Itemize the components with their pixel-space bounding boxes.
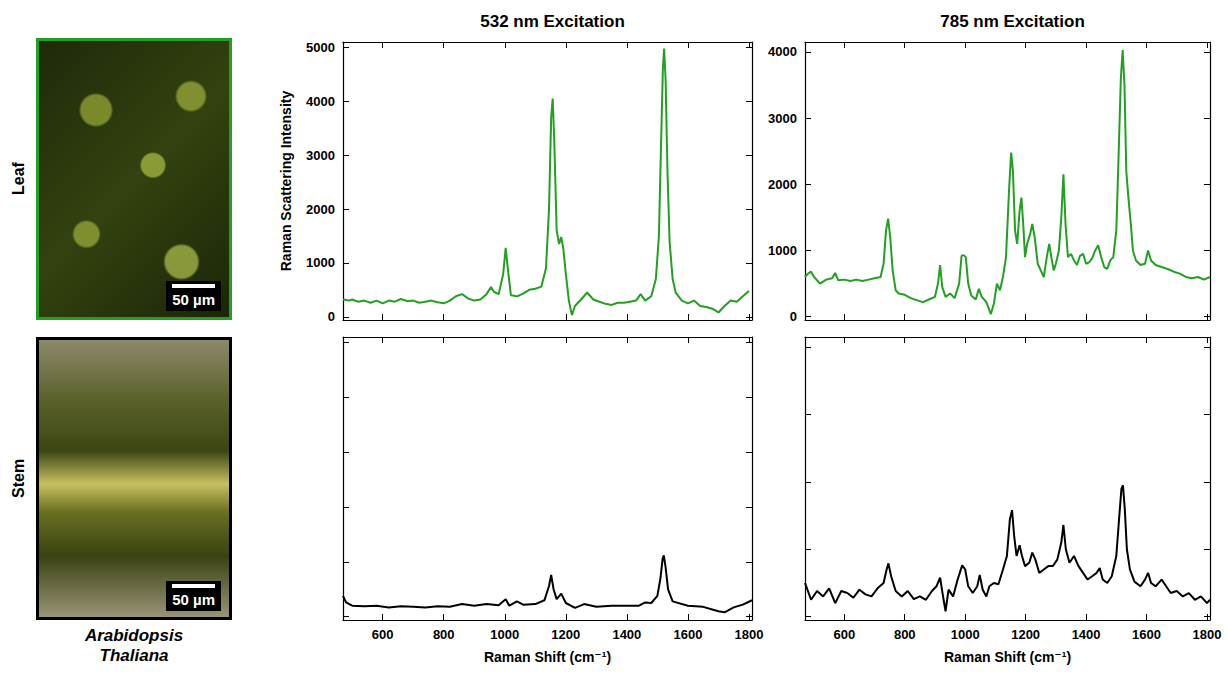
svg-text:1200: 1200 <box>1011 627 1040 642</box>
svg-text:1600: 1600 <box>673 627 702 642</box>
svg-text:2000: 2000 <box>306 202 335 217</box>
svg-text:600: 600 <box>833 627 855 642</box>
svg-text:800: 800 <box>433 627 455 642</box>
html-text:50 µm: 50 µm <box>172 291 215 308</box>
svg-text:Raman Shift (cm⁻¹): Raman Shift (cm⁻¹) <box>944 649 1071 665</box>
svg-text:0: 0 <box>328 309 335 324</box>
svg-text:3000: 3000 <box>768 111 797 126</box>
html-text:Leaf: Leaf <box>10 162 27 196</box>
svg-text:0: 0 <box>790 309 797 324</box>
svg-text:1000: 1000 <box>306 255 335 270</box>
svg-text:785 nm Excitation: 785 nm Excitation <box>940 12 1085 31</box>
svg-text:4000: 4000 <box>768 44 797 59</box>
svg-text:1000: 1000 <box>768 243 797 258</box>
svg-text:Raman Scattering Intensity: Raman Scattering Intensity <box>278 91 294 272</box>
html-text:Arabidopsis Thaliana: Arabidopsis Thaliana <box>84 626 184 665</box>
svg-text:800: 800 <box>894 627 916 642</box>
svg-text:1200: 1200 <box>551 627 580 642</box>
svg-text:1000: 1000 <box>490 627 519 642</box>
svg-text:1600: 1600 <box>1132 627 1161 642</box>
html-text:Stem: Stem <box>10 458 27 499</box>
svg-text:5000: 5000 <box>306 40 335 55</box>
svg-text:Raman Shift (cm⁻¹): Raman Shift (cm⁻¹) <box>484 649 611 665</box>
svg-text:3000: 3000 <box>306 148 335 163</box>
svg-text:4000: 4000 <box>306 94 335 109</box>
svg-text:1800: 1800 <box>1193 627 1222 642</box>
svg-text:1400: 1400 <box>612 627 641 642</box>
svg-text:600: 600 <box>372 627 394 642</box>
svg-text:1800: 1800 <box>734 627 763 642</box>
svg-text:532 nm Excitation: 532 nm Excitation <box>480 12 625 31</box>
svg-text:1400: 1400 <box>1072 627 1101 642</box>
html-text:50 µm: 50 µm <box>172 591 215 608</box>
svg-text:1000: 1000 <box>951 627 980 642</box>
svg-text:2000: 2000 <box>768 177 797 192</box>
